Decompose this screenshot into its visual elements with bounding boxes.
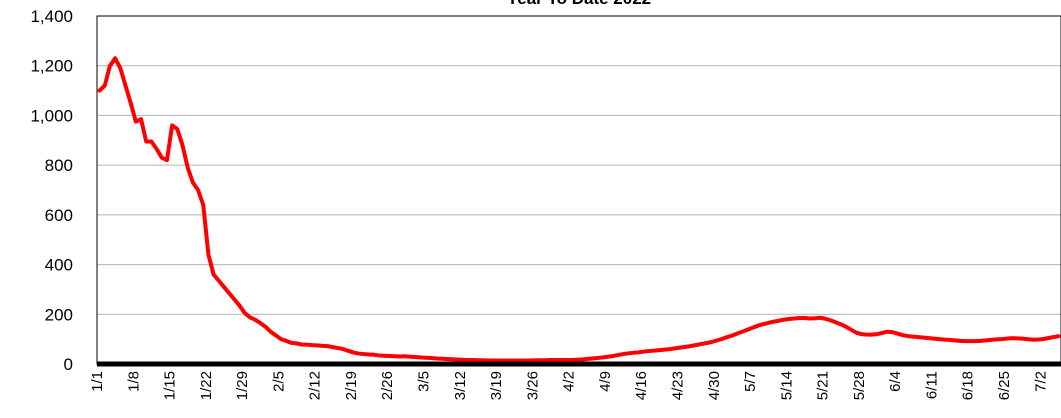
x-tick-label: 3/12	[452, 371, 469, 400]
x-tick-label: 6/4	[887, 371, 904, 392]
x-tick-label: 4/9	[597, 371, 614, 392]
x-tick-label: 6/18	[960, 371, 977, 400]
x-tick-label: 4/30	[706, 371, 723, 400]
x-tick-label: 3/5	[416, 371, 433, 392]
x-tick-label: 1/8	[125, 371, 142, 392]
y-tick-label: 400	[45, 256, 73, 275]
y-tick-label: 1,200	[30, 57, 73, 76]
x-tick-label: 5/28	[851, 371, 868, 400]
x-axis-tick-labels: 1/1 1/8 1/15 1/22 1/29 2/5 2/12 2/19 2/26 3/5 3/12…	[89, 371, 1049, 400]
y-tick-label: 200	[45, 305, 73, 324]
x-tick-label: 2/19	[343, 371, 360, 400]
y-tick-label: 0	[64, 355, 73, 374]
x-tick-label: 2/26	[379, 371, 396, 400]
x-tick-label: 6/11	[923, 371, 940, 399]
x-tick-label: 1/15	[162, 371, 179, 400]
y-tick-label: 1,400	[30, 7, 73, 26]
x-tick-label: 5/7	[742, 371, 759, 392]
x-tick-label: 1/22	[198, 371, 215, 400]
x-tick-label: 2/12	[307, 371, 324, 400]
x-tick-label: 6/25	[996, 371, 1013, 400]
x-tick-label: 4/23	[669, 371, 686, 400]
y-tick-label: 1,000	[30, 106, 73, 125]
x-tick-label: 4/16	[633, 371, 650, 400]
x-tick-label: 7/2	[1032, 371, 1049, 392]
x-tick-label: 5/21	[815, 371, 832, 400]
x-tick-label: 3/26	[524, 371, 541, 400]
y-tick-label: 800	[45, 156, 73, 175]
y-axis-tick-labels: 0 200 400 600 800 1,000 1,200 1,400	[30, 7, 73, 374]
y-tick-label: 600	[45, 206, 73, 225]
x-tick-label: 2/5	[270, 371, 287, 392]
chart-title: Year To Date 2022	[507, 0, 651, 8]
x-tick-label: 4/2	[561, 371, 578, 392]
x-tick-label: 3/19	[488, 371, 505, 400]
x-tick-label: 1/29	[234, 371, 251, 400]
x-tick-label: 5/14	[778, 371, 795, 400]
grid-lines	[97, 65, 1061, 315]
series-line	[97, 56, 1061, 363]
x-tick-label: 1/1	[89, 371, 106, 392]
